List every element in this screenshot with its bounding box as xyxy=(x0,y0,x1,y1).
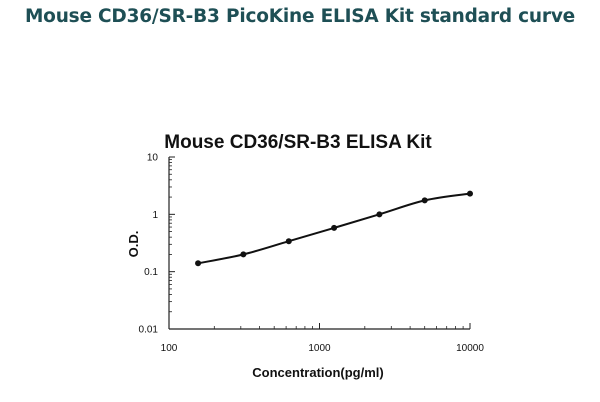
y-tick-label: 0.1 xyxy=(144,267,158,278)
y-tick-label: 0.01 xyxy=(139,325,159,336)
y-axis-label: O.D. xyxy=(126,231,141,258)
data-point xyxy=(421,197,428,204)
x-tick-label: 1000 xyxy=(308,343,331,354)
x-axis-label: Concentration(pg/ml) xyxy=(252,365,383,380)
page-title: Mouse CD36/SR-B3 PicoKine ELISA Kit stan… xyxy=(24,6,576,27)
data-point xyxy=(285,238,292,245)
data-point xyxy=(467,190,473,197)
data-point xyxy=(240,251,247,258)
y-tick-label: 1 xyxy=(152,210,158,221)
data-point xyxy=(331,224,338,231)
chart-ticks: 100 1000 10000 10 1 0.1 0.01 xyxy=(139,153,485,355)
x-tick-label: 100 xyxy=(161,343,178,354)
chart-series xyxy=(195,190,473,267)
chart-title: Mouse CD36/SR-B3 ELISA Kit xyxy=(164,132,432,153)
chart-axes xyxy=(168,157,470,330)
x-tick-label: 10000 xyxy=(456,343,484,354)
data-point xyxy=(195,260,202,267)
data-point xyxy=(376,211,383,218)
y-tick-label: 10 xyxy=(147,153,159,164)
